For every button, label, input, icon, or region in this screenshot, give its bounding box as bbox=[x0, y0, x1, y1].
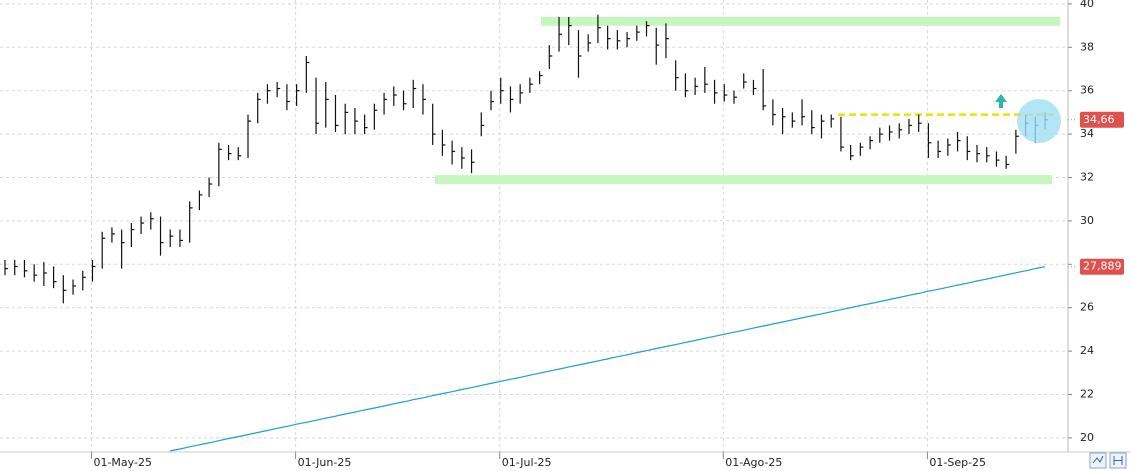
up-arrow bbox=[995, 94, 1007, 108]
x-tick-label: 01-Jul-25 bbox=[502, 456, 552, 469]
y-tick-label: 34 bbox=[1080, 127, 1094, 140]
plot-area bbox=[0, 0, 1068, 452]
y-tick-label: 20 bbox=[1080, 431, 1094, 444]
hold-icon bbox=[1113, 456, 1123, 465]
y-tick-label: 32 bbox=[1080, 171, 1094, 184]
y-tick-label: 26 bbox=[1080, 301, 1094, 314]
zoom-button[interactable] bbox=[1089, 452, 1107, 469]
last-value-box bbox=[1080, 258, 1124, 275]
toolbar bbox=[1089, 452, 1127, 469]
highlight-circle bbox=[1017, 99, 1061, 143]
y-tick-label: 30 bbox=[1080, 214, 1094, 227]
last-value-label: 27,889 bbox=[1083, 260, 1122, 273]
x-tick-label: 01-May-25 bbox=[93, 456, 151, 469]
x-tick-label: 01-Sep-25 bbox=[929, 456, 986, 469]
level-band bbox=[541, 16, 1060, 26]
zoom-icon bbox=[1092, 455, 1104, 464]
y-tick-label: 38 bbox=[1080, 40, 1094, 53]
moving-average-line bbox=[170, 266, 1046, 452]
y-tick-label: 36 bbox=[1080, 84, 1094, 97]
x-tick-label: 01-Ago-25 bbox=[725, 456, 782, 469]
y-tick-label: 22 bbox=[1080, 387, 1094, 400]
x-tick-label: 01-Jun-25 bbox=[298, 456, 352, 469]
y-tick-label: 24 bbox=[1080, 344, 1094, 357]
level-band bbox=[435, 175, 1052, 185]
y-tick-label: 40 bbox=[1080, 0, 1094, 10]
last-value-label: 34,66 bbox=[1083, 113, 1115, 126]
last-value-box bbox=[1080, 111, 1124, 128]
